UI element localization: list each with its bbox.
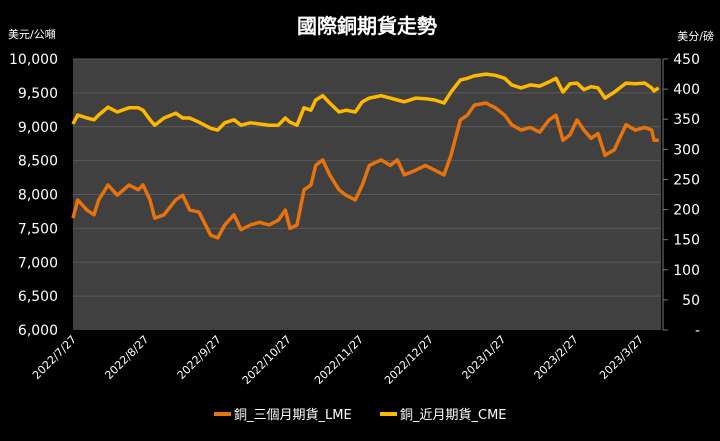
left-tick-label: 10,000 xyxy=(9,52,58,68)
left-tick-label: 8,500 xyxy=(18,154,58,170)
left-tick-label: 9,000 xyxy=(18,120,58,136)
series-line-lme xyxy=(71,101,659,240)
right-tick-label: 400 xyxy=(673,82,700,98)
right-axis-unit: 美分/磅 xyxy=(677,29,714,43)
series-line-cme xyxy=(71,72,660,132)
left-tick-label: 6,500 xyxy=(18,289,58,305)
x-tick-label: 2022/7/27 xyxy=(30,333,79,382)
right-tick-label: 50 xyxy=(682,293,700,309)
right-tick-label: 250 xyxy=(673,172,700,188)
x-tick-label: 2022/9/27 xyxy=(175,333,224,382)
left-tick-label: 8,000 xyxy=(18,188,58,204)
x-tick-label: 2022/8/27 xyxy=(102,333,151,382)
right-tick-label: 350 xyxy=(673,112,700,128)
x-tick-label: 2022/10/27 xyxy=(240,333,294,387)
x-tick-label: 2022/11/27 xyxy=(312,333,366,387)
right-tick-label: 150 xyxy=(673,233,700,249)
right-tick-label: 450 xyxy=(673,52,700,68)
legend: 銅_三個月期貨_LME 銅_近月期貨_CME xyxy=(214,407,507,423)
right-tick-label: 200 xyxy=(673,203,700,219)
right-tick-label: 100 xyxy=(673,263,700,279)
left-axis-unit: 美元/公噸 xyxy=(8,27,56,41)
legend-label-cme: 銅_近月期貨_CME xyxy=(400,407,507,423)
chart-title: 國際銅期貨走勢 xyxy=(297,14,437,38)
left-tick-label: 7,000 xyxy=(18,255,58,271)
left-tick-label: 9,500 xyxy=(18,86,58,102)
x-tick-label: 2023/3/27 xyxy=(597,333,646,382)
x-tick-label: 2023/2/27 xyxy=(532,333,581,382)
right-tick-label: - xyxy=(695,323,700,339)
x-tick-label: 2023/1/27 xyxy=(459,333,508,382)
left-tick-label: 6,000 xyxy=(18,323,58,339)
legend-label-lme: 銅_三個月期貨_LME xyxy=(234,407,352,423)
right-tick-label: 300 xyxy=(673,142,700,158)
left-tick-label: 7,500 xyxy=(18,221,58,237)
x-tick-label: 2022/12/27 xyxy=(382,333,436,387)
